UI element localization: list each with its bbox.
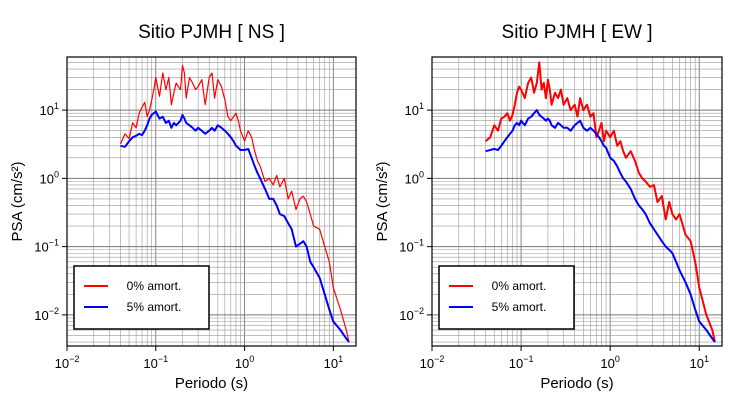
series-line-1 (485, 109, 716, 343)
x-tick-label: 101 (324, 354, 343, 371)
y-tick-label: 10−2 (399, 306, 424, 323)
y-tick-label: 10−2 (34, 306, 59, 323)
chart-panel-1: Sitio PJMH [ EW ] 10−2 10−1 100 101 10−2 10−1 1… (374, 22, 723, 392)
legend-label-0: 0% amort. (127, 279, 182, 293)
series-line-0 (119, 64, 350, 343)
chart-title: Sitio PJMH [ EW ] (502, 22, 653, 43)
legend-box (73, 265, 210, 330)
x-axis-label: Periodo (s) (540, 375, 613, 392)
legend-box (438, 265, 575, 330)
y-tick-label: 10−1 (399, 238, 424, 255)
x-axis-label: Periodo (s) (175, 375, 248, 392)
x-tick-label: 100 (600, 354, 619, 371)
legend: 0% amort. 5% amort. (438, 265, 575, 330)
x-tick-label: 10−2 (55, 354, 80, 371)
plot-frame (431, 56, 723, 347)
y-axis-label: PSA (cm/s²) (9, 161, 26, 241)
x-tick-label: 10−1 (509, 354, 534, 371)
y-tick-label: 10−1 (34, 238, 59, 255)
y-tick-label: 101 (40, 101, 59, 118)
x-tick-label: 10−2 (420, 354, 445, 371)
legend-label-1: 5% amort. (492, 300, 547, 314)
x-tick-label: 10−1 (143, 354, 168, 371)
x-tick-label: 101 (690, 354, 709, 371)
legend-label-1: 5% amort. (127, 300, 182, 314)
chart-title: Sitio PJMH [ NS ] (138, 22, 285, 43)
y-tick-label: 100 (40, 169, 59, 186)
x-tick-label: 100 (235, 354, 254, 371)
series-line-0 (484, 61, 716, 343)
plot-frame (66, 56, 357, 347)
legend: 0% amort. 5% amort. (73, 265, 210, 330)
y-axis-label: PSA (cm/s²) (374, 161, 391, 241)
y-tick-label: 101 (405, 101, 424, 118)
y-tick-label: 100 (405, 169, 424, 186)
chart-panel-0: Sitio PJMH [ NS ] 10−2 10−1 100 101 10−2 10−1 1… (9, 22, 357, 392)
legend-label-0: 0% amort. (492, 279, 547, 293)
series-line-1 (120, 110, 350, 343)
